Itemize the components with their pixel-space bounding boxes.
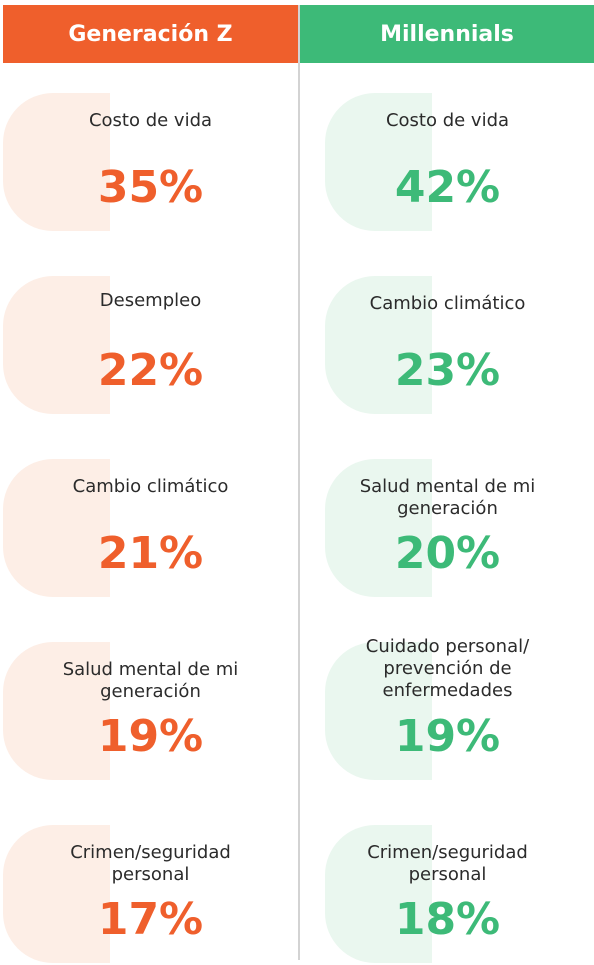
item-percentage: 22% — [97, 345, 204, 396]
item-percentage: 23% — [394, 345, 501, 396]
list-item: Costo de vida 35% — [3, 93, 298, 233]
item-label: Salud mental de mi generación — [62, 659, 239, 702]
decorative-shape — [3, 825, 110, 963]
list-item: Desempleo 22% — [3, 276, 298, 416]
genz-header: Generación Z — [3, 5, 298, 63]
item-label: Crimen/seguridad personal — [367, 842, 528, 885]
decorative-shape — [3, 93, 110, 231]
list-item: Cambio climático 23% — [300, 276, 594, 416]
decorative-shape — [325, 276, 432, 414]
item-label: Costo de vida — [88, 110, 213, 131]
list-item: Costo de vida 42% — [300, 93, 594, 233]
item-label: Salud mental de mi generación — [359, 476, 536, 519]
item-percentage: 35% — [97, 162, 204, 213]
item-label: Crimen/seguridad personal — [70, 842, 231, 885]
millennials-title: Millennials — [380, 21, 514, 47]
item-percentage: 18% — [394, 894, 501, 945]
item-percentage: 20% — [394, 528, 501, 579]
decorative-shape — [3, 459, 110, 597]
item-percentage: 17% — [97, 894, 204, 945]
decorative-shape — [325, 93, 432, 231]
genz-title: Generación Z — [68, 21, 233, 47]
item-percentage: 19% — [394, 711, 501, 762]
decorative-shape — [3, 642, 110, 780]
column-divider — [298, 5, 300, 960]
list-item: Crimen/seguridad personal 17% — [3, 825, 298, 965]
item-label: Desempleo — [99, 290, 202, 311]
decorative-shape — [325, 642, 432, 780]
decorative-shape — [3, 276, 110, 414]
millennials-header: Millennials — [300, 5, 594, 63]
list-item: Cambio climático 21% — [3, 459, 298, 599]
item-percentage: 19% — [97, 711, 204, 762]
decorative-shape — [325, 459, 432, 597]
item-percentage: 21% — [97, 528, 204, 579]
item-label: Cuidado personal/ prevención de enfermed… — [365, 636, 530, 701]
list-item: Cuidado personal/ prevención de enfermed… — [300, 636, 594, 782]
item-label: Costo de vida — [385, 110, 510, 131]
list-item: Salud mental de mi generación 20% — [300, 459, 594, 599]
list-item: Salud mental de mi generación 19% — [3, 642, 298, 782]
list-item: Crimen/seguridad personal 18% — [300, 825, 594, 965]
item-label: Cambio climático — [72, 476, 229, 497]
item-label: Cambio climático — [369, 293, 526, 314]
item-percentage: 42% — [394, 162, 501, 213]
decorative-shape — [325, 825, 432, 963]
